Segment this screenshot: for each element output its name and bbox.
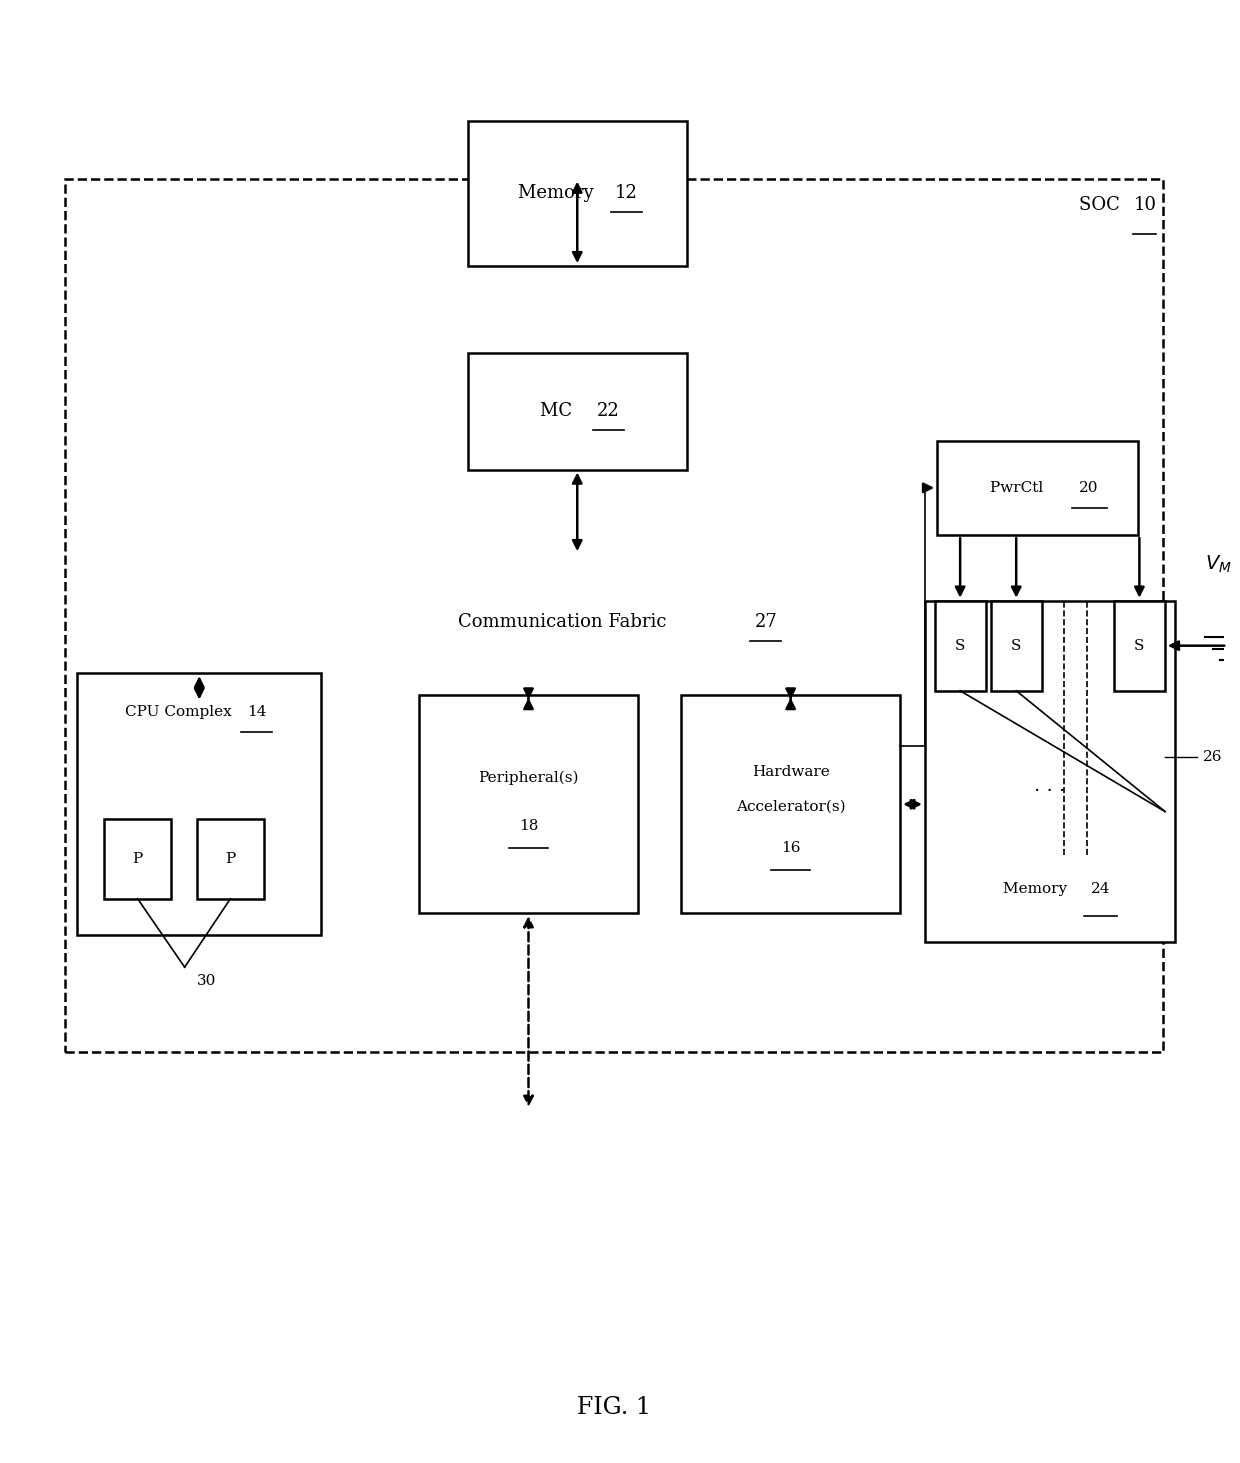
Bar	[77, 673, 321, 935]
Bar	[937, 440, 1138, 535]
Text: FIG. 1: FIG. 1	[577, 1396, 651, 1419]
Bar	[1114, 601, 1166, 691]
Text: 30: 30	[197, 974, 216, 989]
Bar	[681, 695, 900, 913]
Text: . . .: . . .	[1034, 777, 1065, 794]
Bar	[66, 178, 1163, 1052]
Bar	[419, 695, 639, 913]
Text: S: S	[955, 639, 965, 652]
Text: S: S	[1135, 639, 1145, 652]
Text: 18: 18	[518, 819, 538, 832]
Text: PwrCtl: PwrCtl	[991, 481, 1048, 494]
Text: Memory: Memory	[518, 184, 600, 202]
Bar	[104, 819, 171, 898]
Bar	[197, 819, 264, 898]
Text: MC: MC	[541, 402, 578, 420]
Text: 10: 10	[1133, 196, 1157, 214]
Text: Communication Fabric: Communication Fabric	[458, 613, 672, 632]
Text: SOC: SOC	[1079, 196, 1126, 214]
Text: 24: 24	[1091, 882, 1111, 895]
Text: S: S	[1011, 639, 1022, 652]
Bar	[935, 601, 986, 691]
Text: P: P	[226, 851, 236, 866]
Text: Memory: Memory	[1003, 882, 1073, 895]
Text: 22: 22	[596, 402, 619, 420]
Text: Peripheral(s): Peripheral(s)	[479, 771, 579, 786]
Text: 14: 14	[247, 705, 267, 720]
Bar	[991, 601, 1042, 691]
Text: Hardware: Hardware	[751, 765, 830, 780]
Text: 20: 20	[1079, 481, 1099, 494]
Text: $\mathit{V}_{\mathit{M}}$: $\mathit{V}_{\mathit{M}}$	[1205, 553, 1233, 575]
Text: 27: 27	[755, 613, 777, 632]
Text: Accelerator(s): Accelerator(s)	[735, 800, 846, 813]
Bar	[467, 120, 687, 266]
Ellipse shape	[102, 543, 1126, 702]
Text: 26: 26	[1203, 751, 1223, 764]
Bar	[925, 601, 1174, 942]
Text: CPU Complex: CPU Complex	[125, 705, 237, 720]
Text: 16: 16	[781, 841, 800, 854]
Text: 12: 12	[615, 184, 637, 202]
Text: P: P	[133, 851, 143, 866]
Bar	[467, 353, 687, 470]
